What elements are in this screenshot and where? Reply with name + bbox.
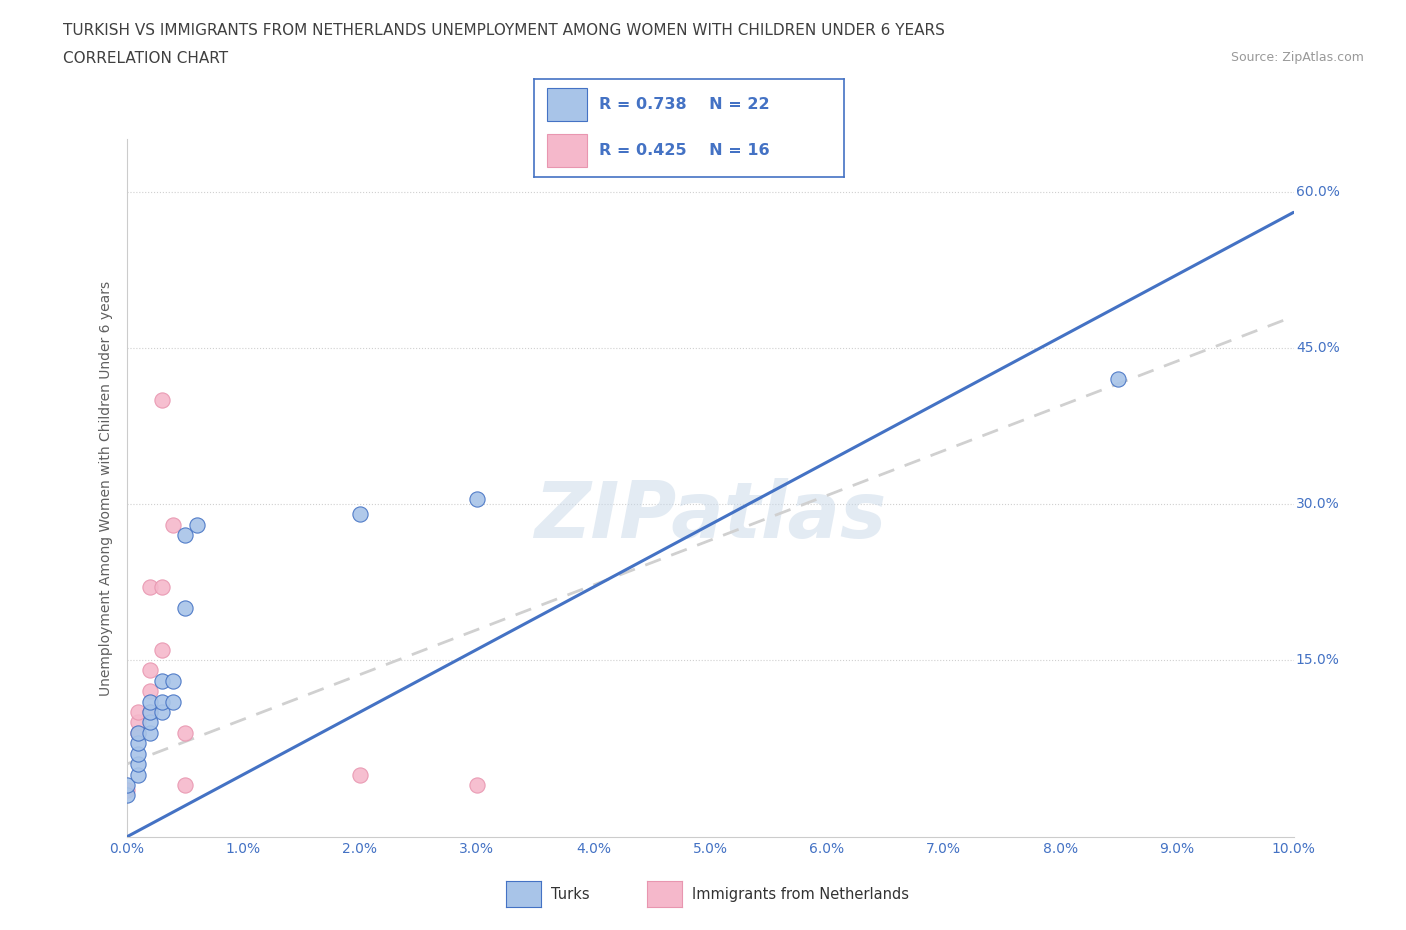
Point bbox=[127, 767, 149, 782]
Text: CORRELATION CHART: CORRELATION CHART bbox=[63, 51, 228, 66]
Point bbox=[465, 777, 488, 792]
Y-axis label: Unemployment Among Women with Children Under 6 years: Unemployment Among Women with Children U… bbox=[100, 281, 114, 696]
Point bbox=[349, 507, 371, 522]
Point bbox=[465, 491, 488, 506]
Point bbox=[127, 715, 149, 730]
Text: TURKISH VS IMMIGRANTS FROM NETHERLANDS UNEMPLOYMENT AMONG WOMEN WITH CHILDREN UN: TURKISH VS IMMIGRANTS FROM NETHERLANDS U… bbox=[63, 23, 945, 38]
Text: 45.0%: 45.0% bbox=[1296, 340, 1340, 354]
Point bbox=[150, 673, 173, 688]
Point bbox=[139, 705, 162, 720]
Point bbox=[174, 725, 197, 740]
Point bbox=[127, 746, 149, 761]
Point bbox=[162, 673, 184, 688]
Point bbox=[127, 757, 149, 772]
Text: Immigrants from Netherlands: Immigrants from Netherlands bbox=[692, 887, 908, 902]
Point bbox=[1108, 371, 1130, 386]
Point bbox=[162, 694, 184, 709]
Point bbox=[139, 705, 162, 720]
Point bbox=[150, 694, 173, 709]
Point bbox=[150, 705, 173, 720]
Point bbox=[139, 579, 162, 594]
Text: 15.0%: 15.0% bbox=[1296, 653, 1340, 667]
Point bbox=[127, 725, 149, 740]
Bar bbox=[547, 87, 586, 121]
Point bbox=[139, 694, 162, 709]
Text: Turks: Turks bbox=[551, 887, 589, 902]
Point bbox=[174, 777, 197, 792]
Point bbox=[127, 725, 149, 740]
Point bbox=[115, 788, 138, 803]
Text: 60.0%: 60.0% bbox=[1296, 184, 1340, 198]
Point bbox=[127, 736, 149, 751]
Text: Source: ZipAtlas.com: Source: ZipAtlas.com bbox=[1230, 51, 1364, 64]
Point bbox=[150, 579, 173, 594]
Text: R = 0.738    N = 22: R = 0.738 N = 22 bbox=[599, 97, 770, 112]
Point bbox=[115, 783, 138, 798]
Point bbox=[150, 643, 173, 658]
Point bbox=[186, 517, 208, 532]
Point bbox=[115, 777, 138, 792]
Point bbox=[174, 527, 197, 542]
Point bbox=[127, 705, 149, 720]
Point bbox=[349, 767, 371, 782]
Text: R = 0.425    N = 16: R = 0.425 N = 16 bbox=[599, 143, 770, 158]
Point bbox=[162, 517, 184, 532]
Point bbox=[174, 601, 197, 616]
Point bbox=[139, 725, 162, 740]
Bar bbox=[547, 134, 586, 167]
Point bbox=[139, 684, 162, 698]
Point bbox=[150, 392, 173, 407]
Point bbox=[139, 715, 162, 730]
Point bbox=[139, 663, 162, 678]
Text: 30.0%: 30.0% bbox=[1296, 497, 1340, 511]
Text: ZIPatlas: ZIPatlas bbox=[534, 478, 886, 554]
